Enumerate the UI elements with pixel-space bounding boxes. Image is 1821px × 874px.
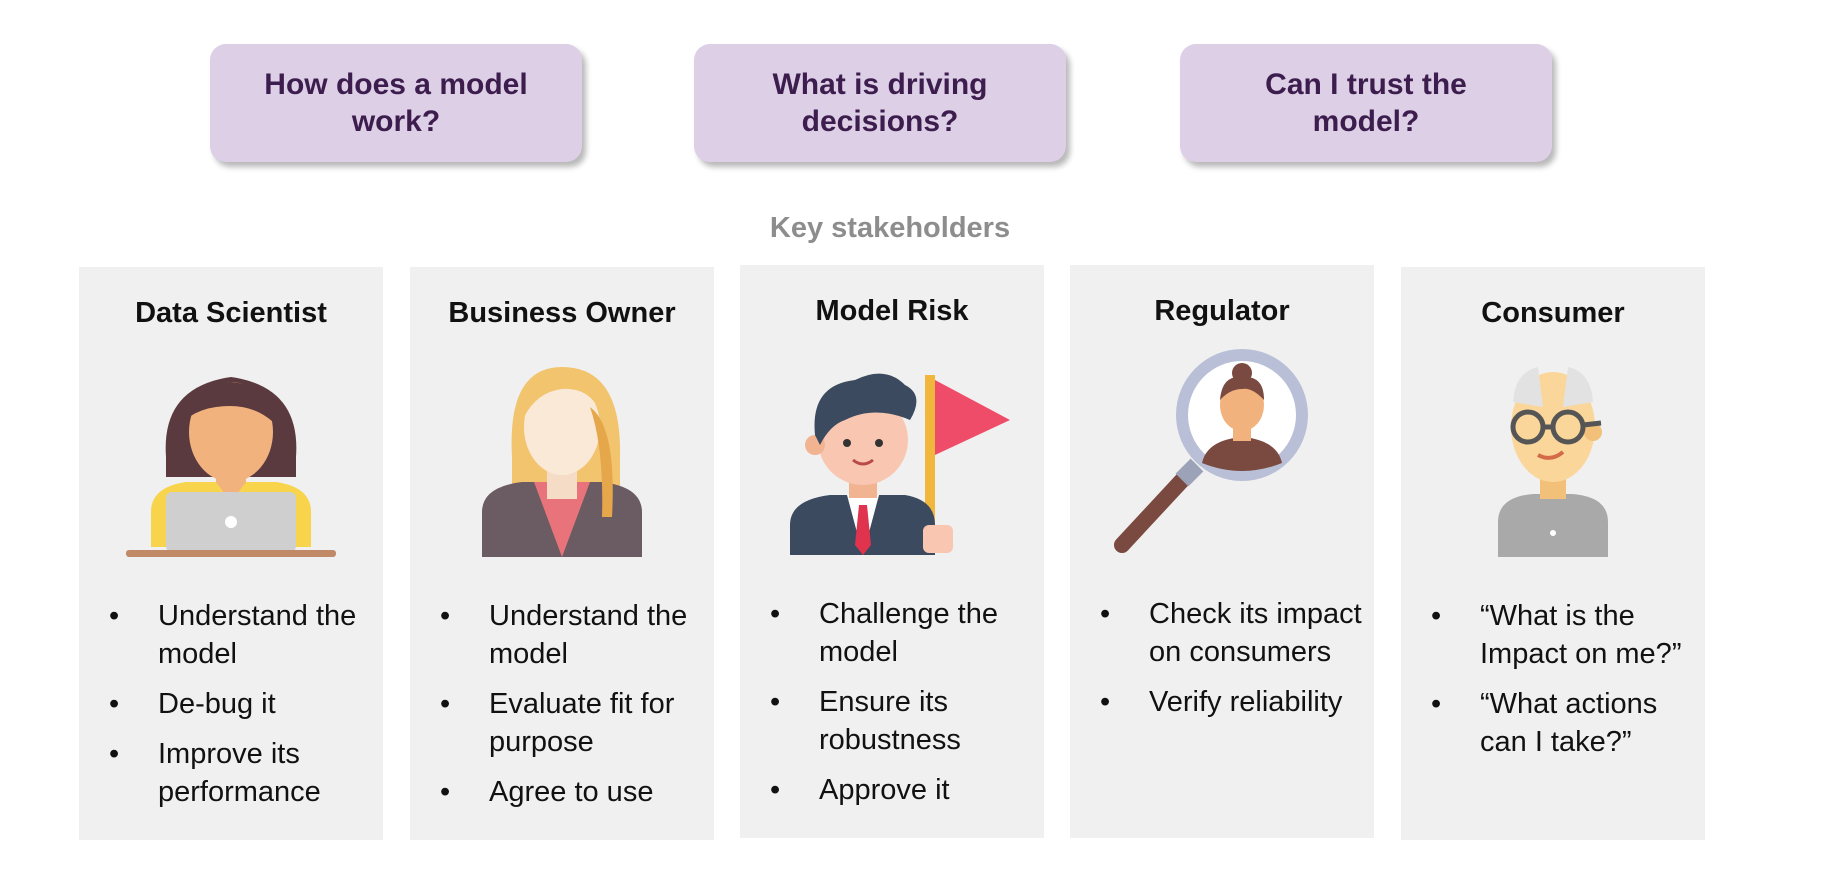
section-title: Key stakeholders bbox=[769, 212, 1011, 244]
question-box-how-model-works: How does a model work? bbox=[210, 44, 582, 162]
bullet-text: De-bug it bbox=[158, 688, 276, 720]
list-item: • Improve its performance bbox=[109, 738, 321, 808]
stakeholder-card-consumer: Consumer • “What is the Impact on me?” • “… bbox=[1401, 267, 1705, 840]
bullet-text: Ensure its robustness bbox=[819, 686, 961, 756]
stakeholder-card-regulator: Regulator • Check its impact on consumers… bbox=[1070, 265, 1374, 838]
question-box-trust-model: Can I trust the model? bbox=[1180, 44, 1552, 162]
regulator-magnifier-icon bbox=[1114, 349, 1308, 553]
model-risk-icon bbox=[790, 373, 1010, 555]
stakeholder-card-data-scientist: Data Scientist • Understand the model • De… bbox=[79, 267, 383, 840]
data-scientist-icon bbox=[126, 377, 336, 557]
bullet-text: Improve its performance bbox=[158, 738, 321, 808]
bullet-list: • Understand the model • De-bug it • Improv… bbox=[79, 597, 383, 823]
bullet-text: Evaluate fit for purpose bbox=[489, 688, 675, 758]
bullet-list: • Challenge the model • Ensure its robustn… bbox=[740, 595, 1044, 821]
card-title: Regulator bbox=[1154, 295, 1290, 327]
list-item: • Ensure its robustness bbox=[770, 686, 961, 756]
stakeholder-card-model-risk: Model Risk • Challenge the model • Ensure … bbox=[740, 265, 1044, 838]
list-item: • Understand the model bbox=[440, 600, 688, 670]
stakeholder-card-business-owner: Business Owner • Understand the model • Ev… bbox=[410, 267, 714, 840]
bullet-text: Understand the model bbox=[158, 600, 357, 670]
bullet-text: Agree to use bbox=[489, 776, 654, 808]
list-item: • Evaluate fit for purpose bbox=[440, 688, 675, 758]
list-item: • Check its impact on consumers bbox=[1100, 598, 1362, 668]
bullet-text: Approve it bbox=[819, 774, 950, 806]
card-title: Business Owner bbox=[448, 297, 676, 329]
bullet-text: Challenge the model bbox=[819, 598, 998, 668]
consumer-icon bbox=[1498, 367, 1608, 557]
list-item: • Challenge the model bbox=[770, 598, 998, 668]
list-item: • Approve it bbox=[770, 774, 950, 806]
bullet-text: Understand the model bbox=[489, 600, 688, 670]
business-owner-icon bbox=[482, 367, 642, 557]
bullet-list: • Check its impact on consumers • Verify r… bbox=[1070, 595, 1374, 733]
bullet-list: • Understand the model • Evaluate fit for … bbox=[410, 597, 714, 823]
list-item: • Agree to use bbox=[440, 776, 654, 808]
list-item: • Understand the model bbox=[109, 600, 357, 670]
card-title: Model Risk bbox=[815, 295, 969, 327]
list-item: • “What actions can I take?” bbox=[1431, 688, 1658, 758]
card-title: Data Scientist bbox=[135, 297, 327, 329]
bullet-text: “What is the Impact on me?” bbox=[1480, 600, 1682, 670]
list-item: • Verify reliability bbox=[1100, 686, 1343, 718]
bullet-list: • “What is the Impact on me?” • “What acti… bbox=[1401, 597, 1705, 773]
bullet-text: “What actions can I take?” bbox=[1480, 688, 1658, 758]
bullet-text: Check its impact on consumers bbox=[1149, 598, 1362, 668]
card-title: Consumer bbox=[1481, 297, 1625, 329]
bullet-text: Verify reliability bbox=[1149, 686, 1343, 718]
question-box-driving-decisions: What is driving decisions? bbox=[694, 44, 1066, 162]
list-item: • De-bug it bbox=[109, 688, 276, 720]
list-item: • “What is the Impact on me?” bbox=[1431, 600, 1682, 670]
